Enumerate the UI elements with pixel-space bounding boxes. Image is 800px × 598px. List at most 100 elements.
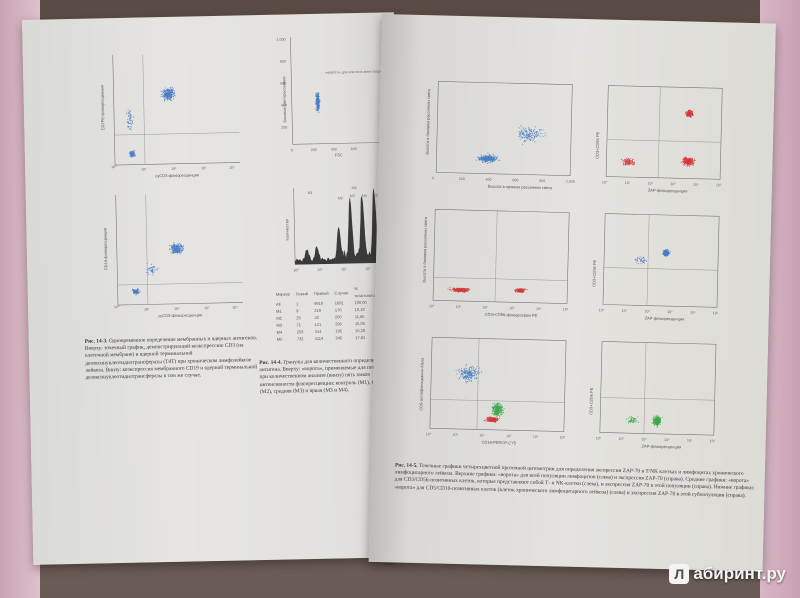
data-point xyxy=(317,97,319,99)
data-point xyxy=(498,408,500,410)
svg-text:CD19-флюоресценция: CD19-флюоресценция xyxy=(102,228,108,270)
data-point xyxy=(132,156,134,158)
data-point xyxy=(691,111,693,113)
data-point xyxy=(172,92,174,94)
data-point xyxy=(521,290,523,292)
data-point xyxy=(498,402,501,404)
data-point xyxy=(130,123,132,125)
tick-label: 10² xyxy=(641,437,647,441)
data-point xyxy=(490,160,492,162)
data-point xyxy=(182,245,184,247)
data-point xyxy=(690,158,692,160)
data-point xyxy=(315,95,317,98)
data-point xyxy=(162,93,164,95)
svg-text:Боковое светорассеяние: Боковое светорассеяние xyxy=(281,76,287,123)
data-point xyxy=(525,135,527,137)
data-point xyxy=(522,136,524,138)
data-point xyxy=(495,421,497,423)
data-point xyxy=(627,422,630,424)
data-point xyxy=(693,162,695,164)
data-point xyxy=(528,132,530,134)
svg-text:M1: M1 xyxy=(308,191,313,195)
data-point xyxy=(163,94,166,97)
data-point xyxy=(128,115,130,117)
data-point xyxy=(126,113,128,115)
data-point xyxy=(529,133,531,135)
data-point xyxy=(668,252,670,254)
data-point xyxy=(682,157,685,159)
data-point xyxy=(128,119,131,121)
data-point xyxy=(153,272,155,274)
data-point xyxy=(316,105,319,108)
data-point xyxy=(684,164,686,166)
data-point xyxy=(168,92,170,94)
data-point xyxy=(490,156,493,158)
data-point xyxy=(537,132,539,134)
data-point xyxy=(468,367,470,369)
data-point xyxy=(177,250,179,252)
svg-text:1,000: 1,000 xyxy=(276,37,285,41)
data-point xyxy=(637,421,639,423)
data-point xyxy=(658,418,660,420)
data-point xyxy=(530,136,532,138)
data-point xyxy=(525,131,527,133)
watermark: Л абиринт.ру xyxy=(669,564,786,584)
data-point xyxy=(535,131,537,133)
data-point xyxy=(499,415,501,417)
data-point xyxy=(151,269,153,271)
data-point xyxy=(179,253,181,255)
data-point xyxy=(497,409,499,412)
tick-label: 10³ xyxy=(670,182,676,186)
svg-text:10³: 10³ xyxy=(365,267,371,271)
data-point xyxy=(514,289,516,291)
data-point xyxy=(181,246,184,248)
data-point xyxy=(179,244,181,246)
data-point xyxy=(691,157,693,159)
data-point xyxy=(488,156,490,158)
data-point xyxy=(632,416,634,419)
data-point xyxy=(530,130,532,132)
tick-label: 1,000 xyxy=(566,180,575,184)
data-point xyxy=(494,408,496,410)
data-point xyxy=(131,290,133,292)
data-point xyxy=(535,134,537,136)
data-point xyxy=(176,250,178,252)
data-point xyxy=(130,156,132,158)
data-point xyxy=(627,162,629,164)
data-point xyxy=(520,125,522,127)
data-point xyxy=(524,134,526,136)
data-point xyxy=(502,409,504,412)
data-point xyxy=(317,93,319,95)
data-point xyxy=(153,267,155,269)
svg-text:10²: 10² xyxy=(171,167,177,171)
tick-label: 10² xyxy=(479,434,485,438)
data-point xyxy=(473,377,475,379)
data-point xyxy=(489,420,491,422)
data-point xyxy=(466,289,468,291)
data-point xyxy=(171,247,173,249)
data-point xyxy=(165,93,167,95)
data-point xyxy=(475,370,477,372)
data-point xyxy=(489,158,491,160)
data-point xyxy=(526,134,528,136)
data-point xyxy=(534,141,536,143)
data-point xyxy=(480,156,482,158)
plot-r1c1: Высота в прямом рассеянии света Высота в … xyxy=(418,77,581,196)
gate-line xyxy=(430,399,565,403)
data-point xyxy=(130,151,132,153)
data-point xyxy=(463,371,465,374)
data-point xyxy=(135,294,137,296)
data-point xyxy=(630,420,632,422)
data-point xyxy=(688,161,690,163)
data-point xyxy=(495,158,497,160)
tick-label: 10³ xyxy=(509,306,515,310)
data-point xyxy=(525,129,527,131)
data-point xyxy=(501,413,503,415)
data-point xyxy=(464,374,466,377)
data-point xyxy=(688,159,691,161)
data-point xyxy=(486,420,488,423)
tick-label: 10¹ xyxy=(622,309,628,313)
svg-text:M4: M4 xyxy=(362,194,367,198)
data-point xyxy=(460,373,462,375)
data-point xyxy=(521,130,523,132)
